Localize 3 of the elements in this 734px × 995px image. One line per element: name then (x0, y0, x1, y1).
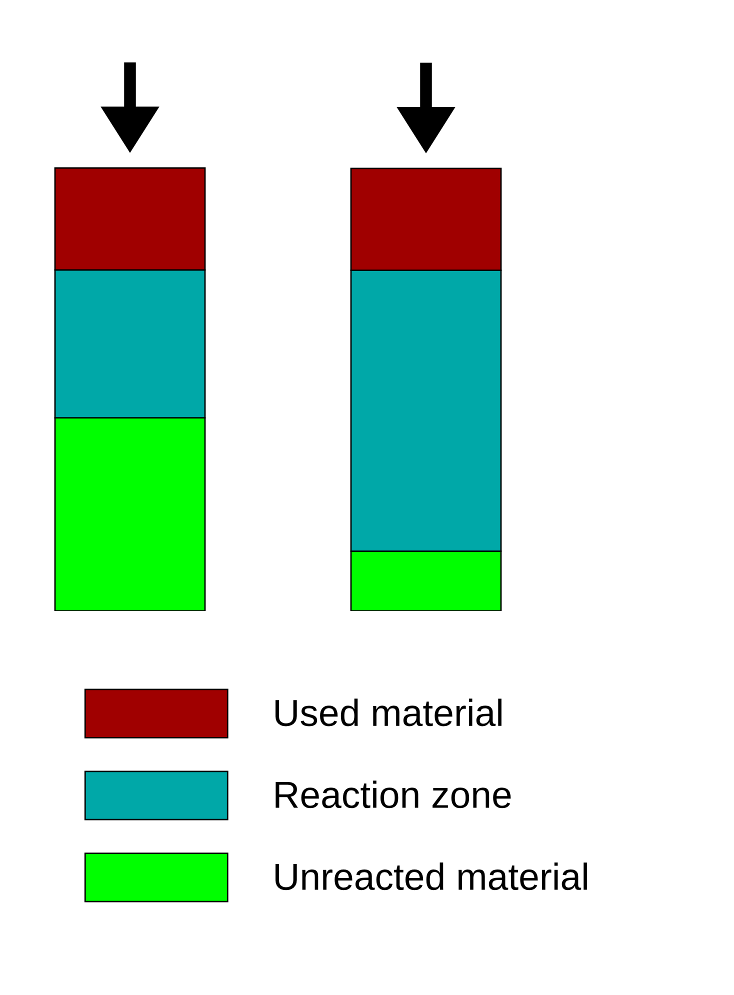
legend-label: Used material (276, 698, 502, 726)
legend-label: Unreacted material (276, 862, 587, 890)
legend-label: Reaction zone (276, 780, 511, 808)
